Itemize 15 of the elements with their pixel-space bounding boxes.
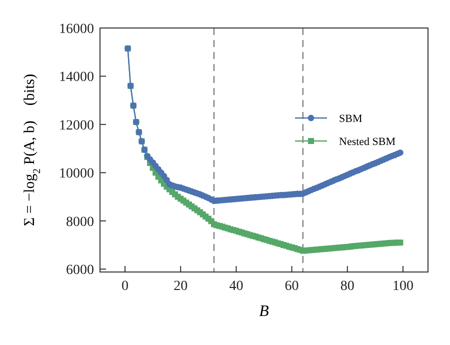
x-axis-title: B <box>259 303 270 320</box>
legend-label: SBM <box>339 113 362 125</box>
legend-label: Nested SBM <box>339 136 396 148</box>
y-tick-label: 10000 <box>59 166 94 182</box>
x-tick-label: 40 <box>229 279 244 294</box>
y-tick-label: 6000 <box>66 263 94 278</box>
y-tick-label: 14000 <box>59 70 94 86</box>
x-tick-label: 80 <box>340 279 354 294</box>
x-tick-label: 0 <box>122 279 129 294</box>
x-tick-label: 60 <box>284 279 299 294</box>
x-tick-label: 20 <box>174 279 188 294</box>
y-tick-label: 16000 <box>59 22 94 37</box>
y-tick-label: 8000 <box>66 214 94 230</box>
y-tick-label: 12000 <box>59 118 94 134</box>
x-tick-label: 100 <box>392 279 414 294</box>
